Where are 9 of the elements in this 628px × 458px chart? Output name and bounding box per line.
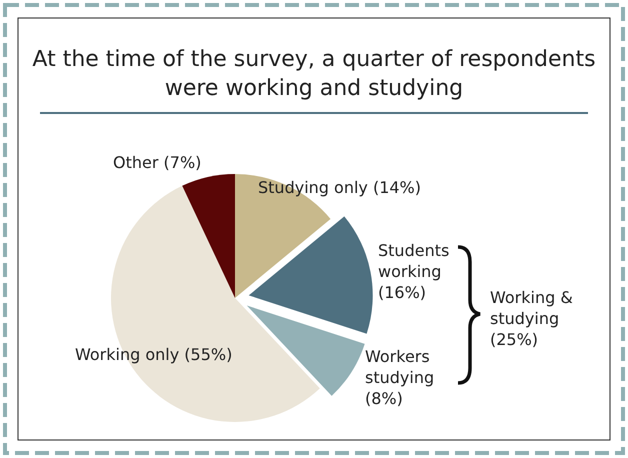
slice-label: Other (7%) bbox=[113, 153, 202, 172]
data-label: (16%) bbox=[378, 283, 426, 302]
data-label: (8%) bbox=[365, 389, 403, 408]
slice-label: Students working bbox=[378, 241, 450, 281]
text: Working & studying (25%) bbox=[490, 288, 573, 349]
slice-label: Studying only (14%) bbox=[258, 178, 421, 197]
chart-title: At the time of the survey, a quarter of respondents were working and studying bbox=[32, 47, 596, 101]
slice-label: Workers studying bbox=[365, 347, 434, 387]
slice-label: Working only (55%) bbox=[75, 345, 232, 364]
